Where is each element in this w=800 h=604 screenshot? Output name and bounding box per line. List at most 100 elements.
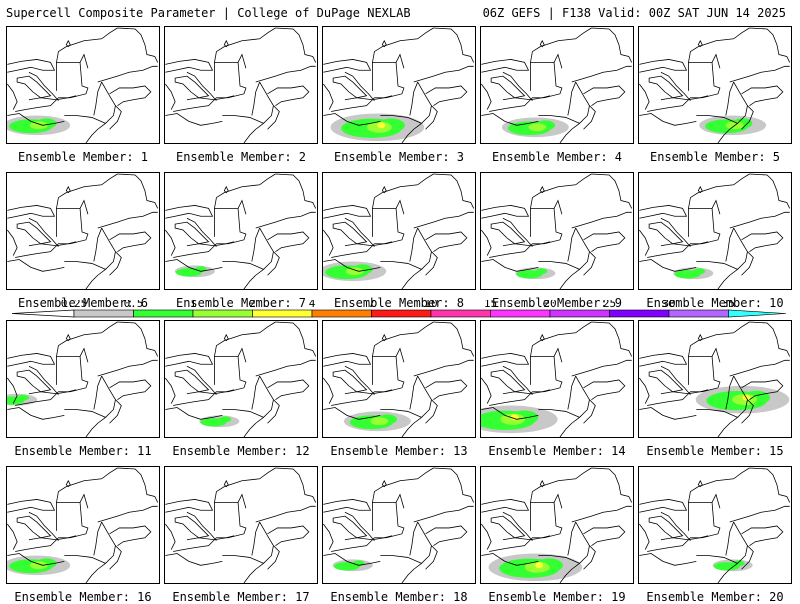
map-basemap: [639, 321, 791, 437]
legend-color-swatch: [133, 309, 194, 318]
map-basemap: [165, 467, 317, 583]
ensemble-member-map: [638, 320, 792, 438]
scp-contour-fill: [528, 123, 547, 132]
legend-color-swatch: [430, 309, 491, 318]
scp-contour-fill: [535, 562, 544, 569]
ensemble-member-label: Ensemble Member: 8: [333, 296, 465, 310]
ensemble-member-label: Ensemble Member: 4: [491, 150, 623, 164]
scp-contour-fill: [535, 268, 548, 275]
map-basemap: [323, 27, 475, 143]
ensemble-member-label: Ensemble Member: 20: [646, 590, 784, 604]
ensemble-member-label: Ensemble Member: 6: [17, 296, 149, 310]
legend-tick-label: 35: [722, 300, 735, 310]
ensemble-member-label: Ensemble Member: 2: [175, 150, 307, 164]
ensemble-member-label: Ensemble Member: 1: [17, 150, 149, 164]
map-basemap: [7, 27, 159, 143]
ensemble-member-map: [480, 26, 634, 144]
ensemble-member-label: Ensemble Member: 14: [488, 444, 626, 458]
ensemble-member-map: [164, 466, 318, 584]
legend-right-arrow: [728, 309, 787, 318]
ensemble-member-map: [638, 466, 792, 584]
ensemble-member-label: Ensemble Member: 13: [330, 444, 468, 458]
map-basemap: [165, 173, 317, 289]
legend-tick-label: 10: [424, 300, 437, 310]
legend-color-swatch: [371, 309, 432, 318]
map-basemap: [7, 321, 159, 437]
ensemble-member-map: [164, 320, 318, 438]
ensemble-member-map: [164, 26, 318, 144]
scp-contour-fill: [510, 414, 519, 421]
ensemble-member-label: Ensemble Member: 15: [646, 444, 784, 458]
map-basemap: [7, 467, 159, 583]
map-basemap: [481, 321, 633, 437]
ensemble-member-label: Ensemble Member: 16: [14, 590, 152, 604]
scp-contour-fill: [17, 394, 29, 401]
legend-color-swatch: [668, 309, 729, 318]
ensemble-member-map: [6, 466, 160, 584]
legend-color-swatch: [73, 309, 134, 318]
ensemble-member-label: Ensemble Member: 5: [649, 150, 781, 164]
scp-contour-fill: [29, 561, 48, 570]
ensemble-member-map: [480, 172, 634, 290]
ensemble-member-label: Ensemble Member: 7: [175, 296, 307, 310]
legend-tick-label: 7: [368, 300, 375, 310]
legend-color-swatch: [609, 309, 670, 318]
ensemble-member-map: [322, 26, 476, 144]
map-basemap: [323, 467, 475, 583]
legend-tick-label: 20: [543, 300, 556, 310]
map-basemap: [165, 321, 317, 437]
legend-tick-label: 4: [309, 300, 316, 310]
ensemble-member-label: Ensemble Member: 19: [488, 590, 626, 604]
legend-tick-label: 0.25: [61, 300, 88, 310]
map-basemap: [639, 467, 791, 583]
ensemble-member-label: Ensemble Member: 17: [172, 590, 310, 604]
legend-color-swatch: [192, 309, 253, 318]
scp-contour-fill: [219, 416, 232, 423]
legend-color-swatch: [252, 309, 313, 318]
ensemble-member-map: [6, 172, 160, 290]
legend-tick-label: 0.5: [124, 300, 144, 310]
legend-tick-label: 2: [249, 300, 256, 310]
legend-tick-label: 1: [190, 300, 197, 310]
map-basemap: [323, 173, 475, 289]
ensemble-member-label: Ensemble Member: 11: [14, 444, 152, 458]
scp-contour-fill: [377, 122, 386, 129]
ensemble-member-label: Ensemble Member: 9: [491, 296, 623, 310]
ensemble-member-map: [322, 172, 476, 290]
ensemble-member-label: Ensemble Member: 12: [172, 444, 310, 458]
ensemble-member-label: Ensemble Member: 3: [333, 150, 465, 164]
ensemble-member-map: [480, 466, 634, 584]
legend-color-swatch: [311, 309, 372, 318]
map-basemap: [481, 467, 633, 583]
scp-contour-fill: [370, 417, 389, 426]
ensemble-member-label: Ensemble Member: 10: [646, 296, 784, 310]
map-basemap: [7, 173, 159, 289]
legend-tick-label: 30: [662, 300, 675, 310]
legend-tick-label: 15: [484, 300, 497, 310]
map-basemap: [639, 27, 791, 143]
run-info: 06Z GEFS | F138 Valid: 00Z SAT JUN 14 20…: [482, 6, 786, 20]
scp-contour-fill: [345, 267, 364, 276]
map-basemap: [165, 27, 317, 143]
scp-contour-fill: [29, 121, 48, 130]
scp-contour-fill: [693, 268, 706, 275]
ensemble-member-map: [322, 466, 476, 584]
map-basemap: [639, 173, 791, 289]
map-basemap: [481, 173, 633, 289]
color-legend: 0.25 0.5 1 2 4 7 10 15 20 25 30 35: [11, 300, 787, 318]
map-basemap: [323, 321, 475, 437]
legend-left-arrow: [11, 309, 75, 318]
map-basemap: [481, 27, 633, 143]
ensemble-member-map: [164, 172, 318, 290]
map-title: Supercell Composite Parameter | College …: [6, 6, 411, 20]
ensemble-member-map: [480, 320, 634, 438]
legend-color-swatch: [490, 309, 551, 318]
ensemble-member-map: [322, 320, 476, 438]
ensemble-member-map: [638, 26, 792, 144]
ensemble-member-map: [638, 172, 792, 290]
ensemble-member-map: [6, 26, 160, 144]
ensemble-member-map: [6, 320, 160, 438]
legend-color-swatch: [549, 309, 610, 318]
legend-tick-label: 25: [603, 300, 616, 310]
ensemble-member-label: Ensemble Member: 18: [330, 590, 468, 604]
